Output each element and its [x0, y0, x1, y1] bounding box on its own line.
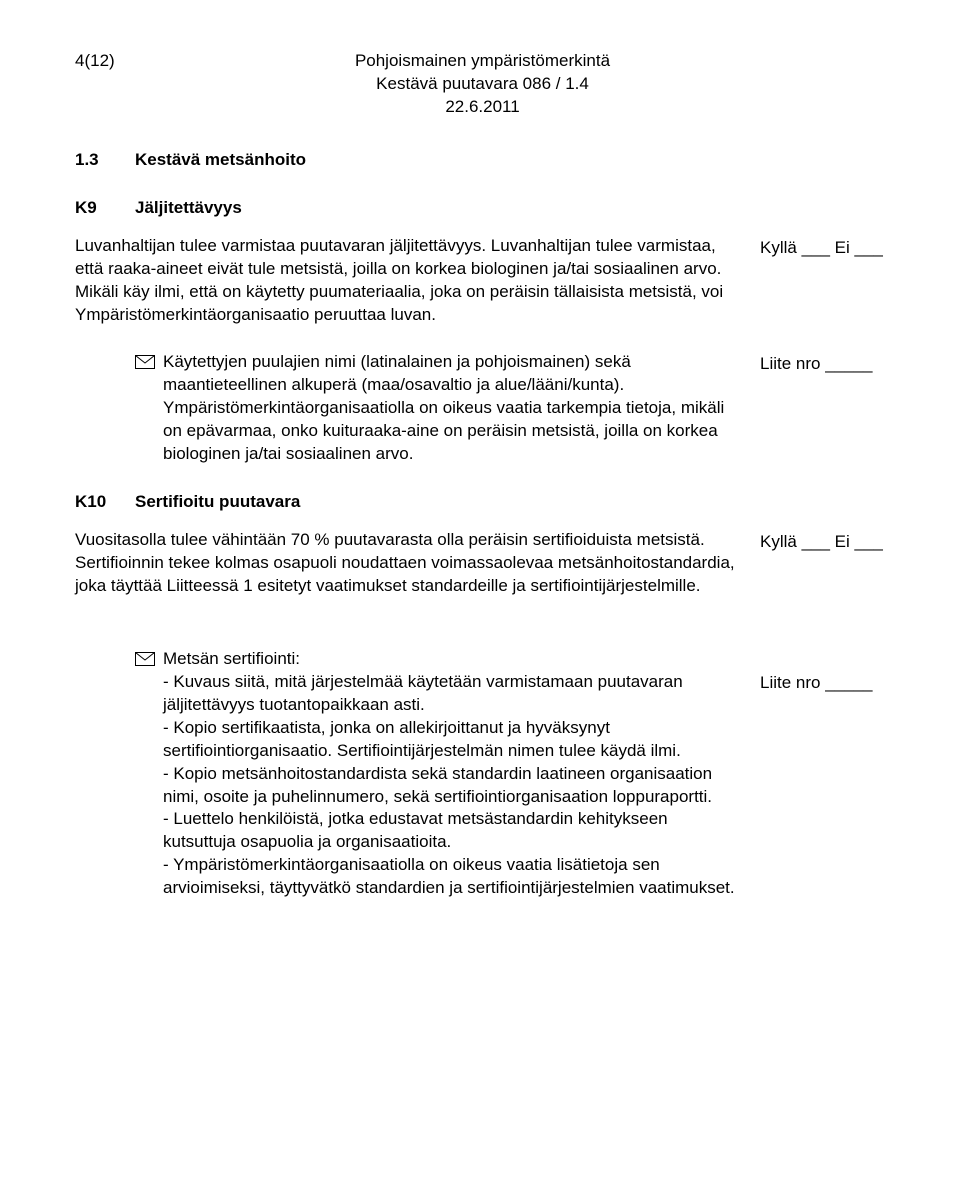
page-number: 4(12): [75, 50, 135, 73]
k10-code: K10: [75, 491, 135, 514]
k10-body: Vuositasolla tulee vähintään 70 % puutav…: [75, 529, 735, 598]
page-header: 4(12) Pohjoismainen ympäristömerkintä Ke…: [75, 50, 890, 119]
k10-attach-line1: - Kuvaus siitä, mitä järjestelmää käytet…: [163, 671, 735, 717]
k10-attach-line4: - Luettelo henkilöistä, jotka edustavat …: [163, 808, 735, 854]
k9-yes-no[interactable]: Kyllä ___ Ei ___: [760, 235, 890, 260]
header-line3: 22.6.2011: [135, 96, 830, 119]
k9-attach-label[interactable]: Liite nro _____: [760, 351, 890, 376]
k9-title: Jäljitettävyys: [135, 197, 242, 220]
k10-attach-row: Metsän sertifiointi: - Kuvaus siitä, mit…: [135, 648, 890, 900]
k9-attach-body: Käytettyjen puulajien nimi (latinalainen…: [163, 351, 735, 466]
k10-attach-text: Metsän sertifiointi: - Kuvaus siitä, mit…: [163, 648, 760, 900]
k10-attach-line5: - Ympäristömerkintäorganisaatiolla on oi…: [163, 854, 735, 900]
k9-attach-row: Käytettyjen puulajien nimi (latinalainen…: [135, 351, 890, 466]
section-title: Kestävä metsänhoito: [135, 149, 306, 172]
k10-attach-line2: - Kopio sertifikaatista, jonka on alleki…: [163, 717, 735, 763]
envelope-icon: [135, 351, 163, 376]
header-line1: Pohjoismainen ympäristömerkintä: [135, 50, 830, 73]
k10-attach-label[interactable]: Liite nro _____: [760, 648, 890, 695]
k9-body: Luvanhaltijan tulee varmistaa puutavaran…: [75, 235, 735, 327]
k9-heading: K9 Jäljitettävyys: [75, 197, 890, 220]
k9-body-row: Luvanhaltijan tulee varmistaa puutavaran…: [75, 235, 890, 327]
section-heading: 1.3 Kestävä metsänhoito: [75, 149, 890, 172]
header-center: Pohjoismainen ympäristömerkintä Kestävä …: [135, 50, 830, 119]
envelope-icon: [135, 648, 163, 673]
k10-attach-title: Metsän sertifiointi:: [163, 648, 735, 671]
k10-attach-line3: - Kopio metsänhoitostandardista sekä sta…: [163, 763, 735, 809]
k10-body-row: Vuositasolla tulee vähintään 70 % puutav…: [75, 529, 890, 598]
section-number: 1.3: [75, 149, 135, 172]
k10-title: Sertifioitu puutavara: [135, 491, 300, 514]
k9-code: K9: [75, 197, 135, 220]
k10-yes-no[interactable]: Kyllä ___ Ei ___: [760, 529, 890, 554]
header-line2: Kestävä puutavara 086 / 1.4: [135, 73, 830, 96]
k10-heading: K10 Sertifioitu puutavara: [75, 491, 890, 514]
